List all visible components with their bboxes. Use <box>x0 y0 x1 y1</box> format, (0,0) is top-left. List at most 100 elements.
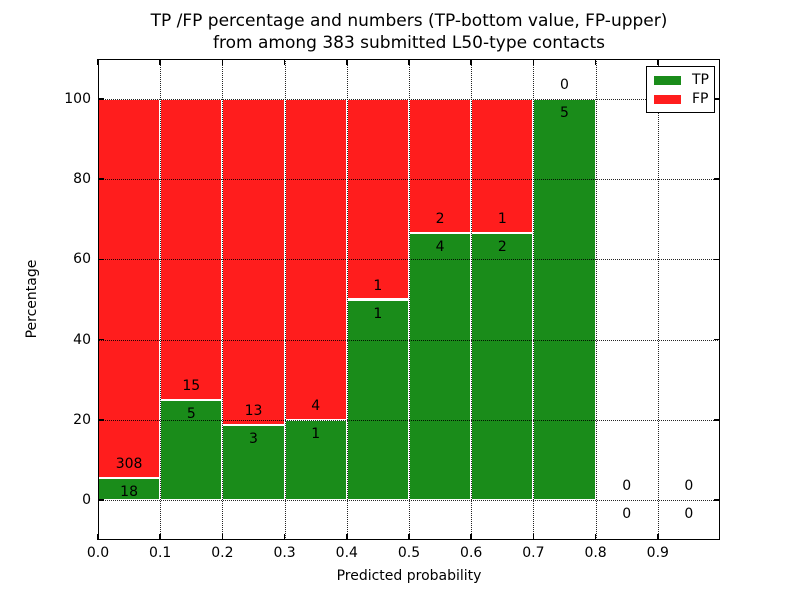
tp-count-label-4: 1 <box>373 305 383 322</box>
x-tick-bottom-0.0 <box>97 534 99 540</box>
plot-area: 308 18 15 5 13 3 4 1 1 1 2 4 1 2 0 5 0 0 0 0 <box>98 59 720 540</box>
x-tick-label-0.1: 0.1 <box>149 545 172 561</box>
y-tick-left-20 <box>98 418 104 421</box>
bar-segment-fp-2 <box>222 99 285 425</box>
x-tick-label-0.3: 0.3 <box>273 545 296 561</box>
fp-count-label-2: 13 <box>244 402 263 419</box>
fp-count-label-3: 4 <box>311 397 321 414</box>
gridline-x-0.3 <box>284 59 286 540</box>
chart-title-line1: TP /FP percentage and numbers (TP-bottom… <box>150 11 668 31</box>
y-tick-label-80: 80 <box>73 171 91 188</box>
x-tick-label-0.8: 0.8 <box>584 545 607 561</box>
legend-label-tp: TP <box>692 72 709 88</box>
y-tick-left-80 <box>98 178 104 181</box>
x-tick-top-0.5 <box>408 59 410 65</box>
fp-count-label-6: 1 <box>497 210 507 227</box>
y-tick-label-100: 100 <box>64 91 91 108</box>
y-tick-right-60 <box>714 258 720 261</box>
x-tick-bottom-0.6 <box>470 534 472 540</box>
gridline-x-0.6 <box>471 59 473 540</box>
tp-count-label-0: 18 <box>120 483 139 500</box>
x-axis-label: Predicted probability <box>336 568 482 584</box>
y-tick-right-100 <box>714 98 720 100</box>
x-tick-label-0.2: 0.2 <box>211 545 234 561</box>
fp-count-label-4: 1 <box>373 277 383 294</box>
y-tick-right-80 <box>714 178 720 181</box>
gridline-x-0.9 <box>657 59 659 540</box>
tp-count-label-3: 1 <box>311 425 321 442</box>
bar-segment-fp-0 <box>98 99 161 478</box>
legend: TP FP <box>646 66 715 113</box>
bar-segment-tp-6 <box>471 232 534 500</box>
x-tick-label-0.9: 0.9 <box>646 545 669 561</box>
legend-swatch-tp <box>654 75 681 85</box>
fp-count-label-1: 15 <box>182 377 201 394</box>
gridline-x-0.8 <box>595 59 597 540</box>
x-tick-bottom-0.1 <box>159 534 161 540</box>
x-tick-top-0.9 <box>657 59 659 65</box>
gridline-x-0.2 <box>222 59 224 540</box>
fp-count-label-9: 0 <box>684 477 694 494</box>
bar-segment-tp-2 <box>222 424 285 500</box>
fp-count-label-0: 308 <box>115 455 143 472</box>
fp-count-label-8: 0 <box>622 477 632 494</box>
x-tick-bottom-0.2 <box>221 534 224 540</box>
x-tick-bottom-0.4 <box>346 534 348 540</box>
x-tick-bottom-0.5 <box>408 534 410 540</box>
legend-swatch-fp <box>654 94 681 104</box>
chart-title-line2: from among 383 submitted L50-type contac… <box>213 33 605 53</box>
tp-count-label-2: 3 <box>249 430 258 447</box>
y-tick-label-0: 0 <box>82 491 91 508</box>
y-tick-label-60: 60 <box>73 251 91 268</box>
x-tick-top-0.6 <box>470 59 472 65</box>
y-axis-label: Percentage <box>24 259 40 339</box>
bar-segment-tp-1 <box>160 399 223 500</box>
y-tick-label-20: 20 <box>73 411 91 428</box>
y-tick-left-0 <box>98 499 104 501</box>
tp-count-label-1: 5 <box>186 405 196 422</box>
tp-count-label-9: 0 <box>684 505 694 522</box>
x-tick-label-0.6: 0.6 <box>460 545 483 561</box>
y-tick-left-100 <box>98 98 104 100</box>
gridline-x-0.5 <box>409 59 410 540</box>
bar-segment-fp-4 <box>346 99 409 300</box>
gridline-x-0.1 <box>160 59 162 540</box>
x-tick-label-0.7: 0.7 <box>522 545 545 561</box>
x-tick-top-0.4 <box>346 59 348 65</box>
y-tick-right-40 <box>714 338 720 341</box>
tp-count-label-5: 4 <box>435 238 445 255</box>
x-tick-top-0.1 <box>159 59 161 65</box>
fp-count-label-5: 2 <box>435 210 445 227</box>
bar-segment-tp-7 <box>533 99 596 500</box>
y-tick-left-40 <box>98 338 104 341</box>
legend-row-tp: TP <box>654 73 714 87</box>
x-tick-top-0.3 <box>283 59 286 65</box>
y-tick-label-40: 40 <box>73 331 91 348</box>
bar-segment-tp-4 <box>346 299 409 500</box>
x-tick-top-0.0 <box>97 59 99 65</box>
gridline-x-0.7 <box>533 59 535 540</box>
tp-count-label-6: 2 <box>497 238 507 255</box>
fp-count-label-7: 0 <box>560 77 569 94</box>
x-tick-bottom-0.8 <box>594 534 597 540</box>
tp-count-label-8: 0 <box>622 505 632 522</box>
x-tick-label-0.5: 0.5 <box>397 545 421 561</box>
x-tick-bottom-0.7 <box>532 534 535 540</box>
x-tick-bottom-0.9 <box>657 534 659 540</box>
bar-segment-fp-1 <box>160 99 223 400</box>
gridline-x-0.4 <box>346 59 348 540</box>
legend-row-fp: FP <box>654 92 714 106</box>
bar-segment-tp-5 <box>409 232 472 500</box>
y-tick-right-0 <box>714 499 720 501</box>
y-tick-left-60 <box>98 258 104 261</box>
x-tick-label-0.0: 0.0 <box>86 545 110 561</box>
legend-label-fp: FP <box>692 91 709 107</box>
x-tick-bottom-0.3 <box>283 534 286 540</box>
chart-title: TP /FP percentage and numbers (TP-bottom… <box>98 10 720 54</box>
y-tick-right-20 <box>714 418 720 421</box>
bar-segment-tp-3 <box>284 419 347 500</box>
tp-count-label-7: 5 <box>560 105 569 122</box>
x-tick-top-0.7 <box>532 59 535 65</box>
x-tick-label-0.4: 0.4 <box>335 545 358 561</box>
